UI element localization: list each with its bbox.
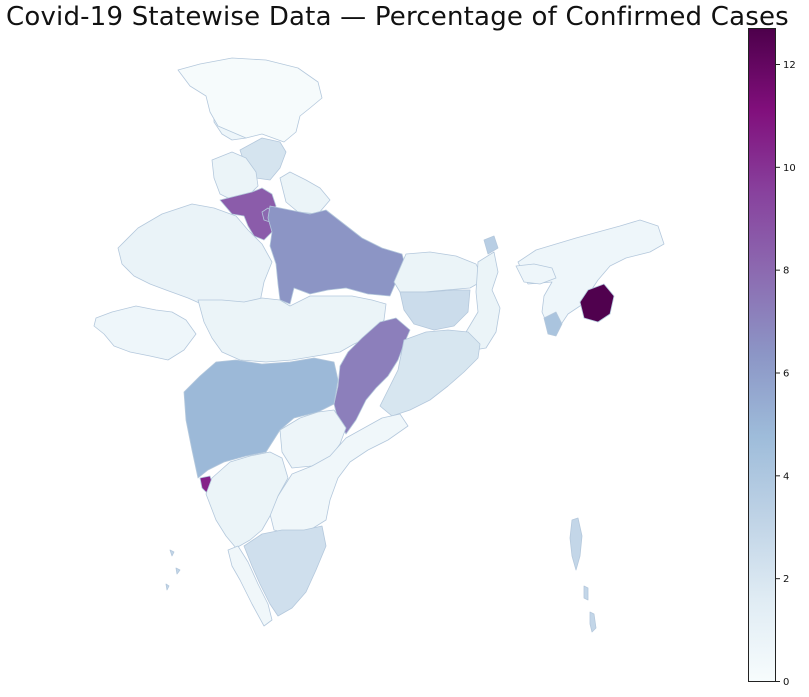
region-madhya-pradesh [197,295,387,363]
region-kerala [227,545,273,627]
region-odisha [379,329,481,417]
region-telangana [279,409,347,469]
region-manipur [579,283,615,323]
region-west-bengal [465,251,501,351]
colorbar-tick-label: 6 [783,368,789,379]
india-choropleth-map [93,57,665,633]
region-punjab [211,151,259,201]
colorbar-tick-label: 2 [783,574,789,585]
region-andaman-nicobar [569,517,597,633]
colorbar-tick-label: 10 [783,163,796,174]
colorbar-tick-label: 0 [783,677,789,688]
region-rajasthan [117,203,273,319]
region-uttar-pradesh [267,205,407,305]
region-tamil-nadu [243,525,327,617]
region-gujarat [93,305,197,361]
region-northeast [517,219,665,327]
map-title: Covid-19 Statewise Data — Percentage of … [6,2,789,32]
colorbar-tick-label: 12 [783,60,796,71]
region-tripura [543,311,563,337]
colorbar-tick-label: 4 [783,471,789,482]
region-lakshadweep [165,549,181,591]
region-uttarakhand [279,171,331,215]
region-jharkhand [399,289,471,331]
region-chhattisgarh [333,317,411,435]
region-meghalaya [515,263,557,285]
region-ladakh [177,57,323,143]
region-bihar [393,251,485,293]
region-sikkim [483,235,499,255]
region-karnataka [205,451,289,549]
colorbar: 0 2 4 6 8 10 12 [748,28,796,688]
colorbar-tick-label: 8 [783,266,789,277]
colorbar-gradient [748,28,776,682]
